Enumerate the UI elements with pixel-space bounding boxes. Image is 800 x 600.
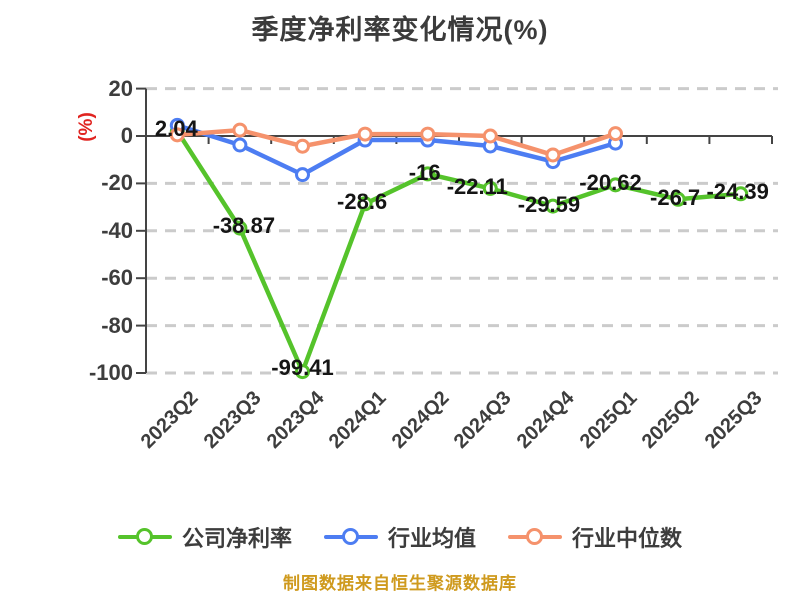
y-tick-label: -20 bbox=[101, 170, 133, 196]
point-value-label: -28.6 bbox=[337, 188, 388, 214]
series-marker-0-2 bbox=[295, 364, 310, 380]
series-marker-0-8 bbox=[670, 191, 686, 207]
series-marker-2-1 bbox=[232, 122, 248, 138]
series-marker-2-7 bbox=[608, 126, 623, 142]
legend-item-industry-mean[interactable]: 行业均值 bbox=[323, 521, 476, 553]
point-value-label: -38.87 bbox=[212, 213, 276, 239]
y-tick-label: 0 bbox=[120, 123, 133, 148]
series-line-0 bbox=[175, 128, 743, 374]
line-marker-icon bbox=[117, 528, 172, 546]
y-tick-label: 20 bbox=[108, 75, 133, 101]
y-tick-label: -60 bbox=[101, 265, 133, 291]
series-marker-1-2 bbox=[295, 167, 310, 183]
line-marker-icon bbox=[323, 528, 378, 546]
point-value-label: 2.04 bbox=[154, 116, 198, 142]
point-value-label: -16 bbox=[408, 159, 441, 185]
series-marker-0-9 bbox=[733, 186, 749, 202]
legend-item-label: 行业中位数 bbox=[572, 526, 683, 551]
series-marker-0-5 bbox=[482, 180, 498, 196]
series-marker-2-5 bbox=[482, 128, 498, 144]
data-source-note: 制图数据来自恒生聚源数据库 bbox=[283, 574, 517, 593]
series-marker-2-2 bbox=[295, 138, 310, 154]
y-tick-label: -100 bbox=[88, 360, 133, 385]
y-tick-label: -40 bbox=[101, 217, 133, 243]
series-marker-0-3 bbox=[357, 196, 373, 212]
series-marker-2-4 bbox=[420, 126, 436, 142]
series-line-1 bbox=[175, 123, 618, 177]
legend-item-industry-median[interactable]: 行业中位数 bbox=[508, 521, 682, 553]
point-value-label: -29.59 bbox=[517, 192, 581, 218]
point-value-label: -22.11 bbox=[446, 174, 508, 200]
point-value-label: -26.7 bbox=[650, 185, 701, 211]
point-value-label: -24.39 bbox=[706, 178, 769, 204]
legend-item-company-net-margin[interactable]: 公司净利率 bbox=[117, 521, 292, 553]
series-marker-0-4 bbox=[420, 166, 436, 182]
series-marker-2-6 bbox=[545, 147, 561, 163]
line-marker-icon bbox=[508, 528, 562, 546]
series-marker-2-0 bbox=[169, 127, 185, 143]
point-value-label: -20.62 bbox=[579, 169, 642, 195]
series-marker-0-1 bbox=[232, 220, 248, 236]
legend: 公司净利率 行业均值 行业中位数 bbox=[0, 521, 800, 553]
series-marker-2-3 bbox=[357, 126, 373, 142]
series-marker-0-7 bbox=[608, 177, 623, 193]
point-value-label: -99.41 bbox=[271, 354, 334, 380]
legend-item-label: 公司净利率 bbox=[181, 526, 292, 551]
chart-title: 季度净利率变化情况(%) bbox=[251, 15, 549, 45]
legend-item-label: 行业均值 bbox=[387, 526, 476, 551]
series-marker-1-1 bbox=[232, 137, 248, 153]
y-tick-label: -80 bbox=[101, 312, 133, 338]
series-line-2 bbox=[175, 127, 618, 158]
series-marker-0-6 bbox=[545, 198, 561, 214]
